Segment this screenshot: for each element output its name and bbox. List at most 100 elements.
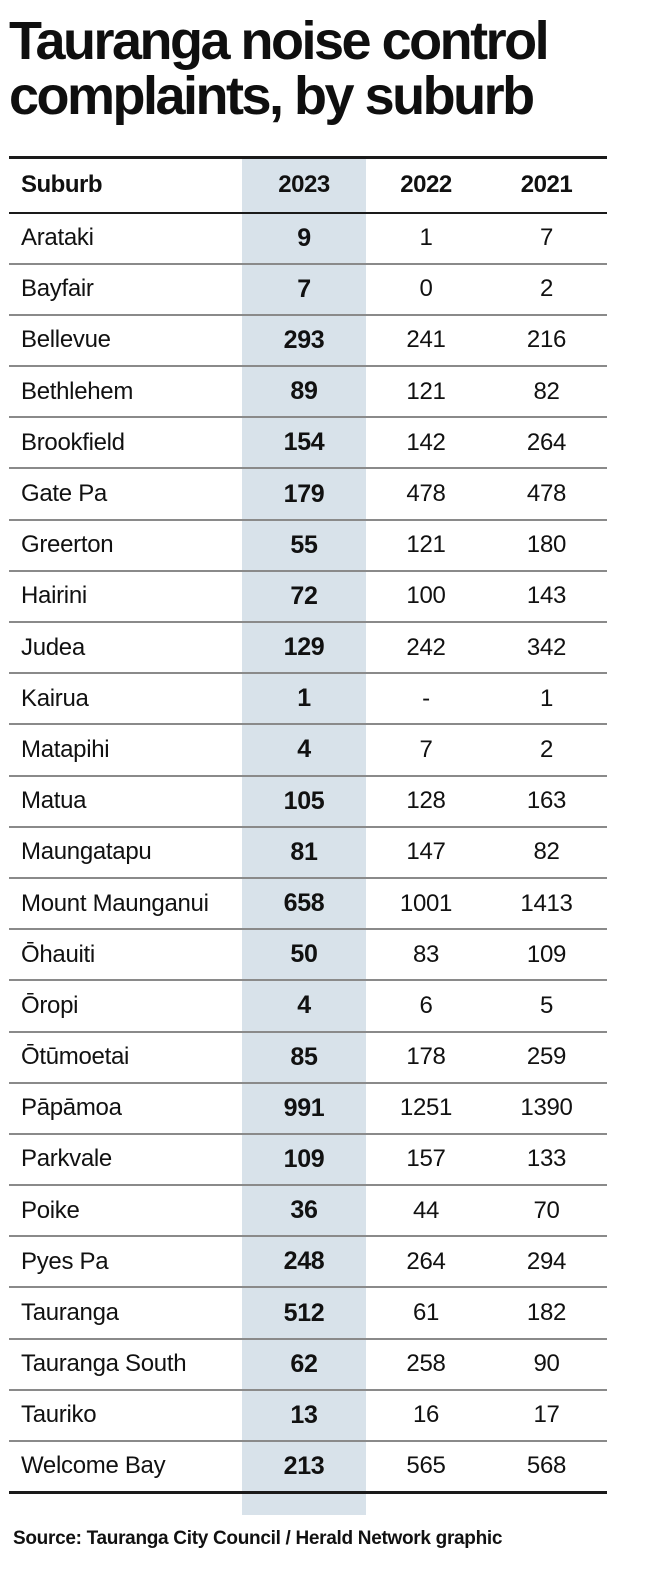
table-row: Bellevue 293 241 216 xyxy=(9,314,607,368)
cell-2023: 4 xyxy=(242,980,366,1033)
cell-2023: 72 xyxy=(242,570,366,624)
table-row: Ōhauiti 50 83 109 xyxy=(9,929,607,982)
cell-suburb: Matua xyxy=(9,775,242,828)
cell-2022: 7 xyxy=(366,724,486,777)
table-row: Maungatapu 81 147 82 xyxy=(9,826,607,879)
cell-2021: 342 xyxy=(486,622,607,675)
header-2023: 2023 xyxy=(242,156,366,214)
cell-suburb: Matapihi xyxy=(9,724,242,777)
table-row: Hairini 72 100 143 xyxy=(9,570,607,624)
cell-2022: 147 xyxy=(366,826,486,879)
cell-suburb: Pāpāmoa xyxy=(9,1082,242,1135)
cell-suburb: Ōtūmoetai xyxy=(9,1031,242,1084)
cell-2023: 293 xyxy=(242,314,366,368)
cell-suburb: Maungatapu xyxy=(9,826,242,879)
cell-2021: 7 xyxy=(486,212,607,265)
table-row: Arataki 9 1 7 xyxy=(9,212,607,265)
cell-2023: 85 xyxy=(242,1031,366,1084)
cell-suburb: Tauranga xyxy=(9,1287,242,1340)
cell-2023: 105 xyxy=(242,775,366,828)
cell-2023: 36 xyxy=(242,1185,366,1238)
table-row: Tauranga 512 61 182 xyxy=(9,1287,607,1340)
cell-suburb: Parkvale xyxy=(9,1133,242,1187)
header-2022: 2022 xyxy=(366,156,486,214)
table-row: Pāpāmoa 991 1251 1390 xyxy=(9,1082,607,1135)
cell-2022: 16 xyxy=(366,1389,486,1443)
cell-suburb: Tauriko xyxy=(9,1389,242,1443)
cell-2021: 17 xyxy=(486,1389,607,1443)
chart-title: Tauranga noise control complaints, by su… xyxy=(9,11,550,126)
table-row: Matapihi 4 7 2 xyxy=(9,724,607,777)
cell-2022: 565 xyxy=(366,1441,486,1494)
cell-2023: 213 xyxy=(242,1441,366,1494)
cell-suburb: Brookfield xyxy=(9,417,242,470)
cell-2021: 82 xyxy=(486,366,607,419)
cell-2022: 478 xyxy=(366,468,486,521)
cell-2021: 294 xyxy=(486,1236,607,1289)
cell-2021: 163 xyxy=(486,775,607,828)
cell-2023: 109 xyxy=(242,1133,366,1187)
cell-suburb: Greerton xyxy=(9,519,242,572)
cell-2023: 62 xyxy=(242,1338,366,1391)
cell-suburb: Ōhauiti xyxy=(9,929,242,982)
cell-suburb: Tauranga South xyxy=(9,1338,242,1391)
cell-2023: 13 xyxy=(242,1389,366,1443)
cell-2021: 133 xyxy=(486,1133,607,1187)
cell-suburb: Bethlehem xyxy=(9,366,242,419)
cell-2022: 258 xyxy=(366,1338,486,1391)
complaints-table: Suburb 2023 2022 2021 Arataki 9 1 7 Bayfair 7… xyxy=(9,156,607,1494)
table-row: Matua 105 128 163 xyxy=(9,775,607,828)
table-row: Gate Pa 179 478 478 xyxy=(9,468,607,521)
cell-suburb: Mount Maunganui xyxy=(9,877,242,931)
cell-2021: 568 xyxy=(486,1441,607,1494)
cell-2022: 1 xyxy=(366,212,486,265)
cell-suburb: Bayfair xyxy=(9,263,242,316)
cell-suburb: Judea xyxy=(9,622,242,675)
cell-2021: 259 xyxy=(486,1031,607,1084)
cell-2021: 478 xyxy=(486,468,607,521)
table-header-row: Suburb 2023 2022 2021 xyxy=(9,156,607,214)
cell-2022: 264 xyxy=(366,1236,486,1289)
cell-suburb: Arataki xyxy=(9,212,242,265)
cell-2023: 991 xyxy=(242,1082,366,1135)
cell-suburb: Hairini xyxy=(9,570,242,624)
cell-2022: 157 xyxy=(366,1133,486,1187)
source-note: Source: Tauranga City Council / Herald N… xyxy=(13,1528,503,1549)
cell-2023: 50 xyxy=(242,929,366,982)
cell-2021: 216 xyxy=(486,314,607,368)
cell-2022: 241 xyxy=(366,314,486,368)
table-row: Greerton 55 121 180 xyxy=(9,519,607,572)
cell-2023: 9 xyxy=(242,212,366,265)
cell-suburb: Pyes Pa xyxy=(9,1236,242,1289)
table-row: Mount Maunganui 658 1001 1413 xyxy=(9,877,607,931)
table-body: Arataki 9 1 7 Bayfair 7 0 2 Bellevue 293 241 216 Bet… xyxy=(9,212,607,1494)
cell-2021: 2 xyxy=(486,263,607,316)
cell-2021: 1 xyxy=(486,673,607,726)
header-2021: 2021 xyxy=(486,156,607,214)
cell-2022: 1001 xyxy=(366,877,486,931)
header-suburb: Suburb xyxy=(9,156,242,214)
table-row: Pyes Pa 248 264 294 xyxy=(9,1236,607,1289)
cell-2023: 7 xyxy=(242,263,366,316)
cell-2023: 179 xyxy=(242,468,366,521)
table-container: Suburb 2023 2022 2021 Arataki 9 1 7 Bayfair 7… xyxy=(9,156,607,1515)
table-row: Welcome Bay 213 565 568 xyxy=(9,1441,607,1494)
cell-suburb: Gate Pa xyxy=(9,468,242,521)
cell-2023: 89 xyxy=(242,366,366,419)
cell-2021: 5 xyxy=(486,980,607,1033)
cell-2021: 70 xyxy=(486,1185,607,1238)
cell-2023: 55 xyxy=(242,519,366,572)
cell-2022: 44 xyxy=(366,1185,486,1238)
cell-2021: 90 xyxy=(486,1338,607,1391)
table-row: Bethlehem 89 121 82 xyxy=(9,366,607,419)
cell-2022: 121 xyxy=(366,366,486,419)
cell-2021: 180 xyxy=(486,519,607,572)
cell-suburb: Ōropi xyxy=(9,980,242,1033)
cell-2023: 512 xyxy=(242,1287,366,1340)
cell-2023: 81 xyxy=(242,826,366,879)
cell-2021: 109 xyxy=(486,929,607,982)
cell-2021: 82 xyxy=(486,826,607,879)
cell-2021: 2 xyxy=(486,724,607,777)
table-row: Ōtūmoetai 85 178 259 xyxy=(9,1031,607,1084)
